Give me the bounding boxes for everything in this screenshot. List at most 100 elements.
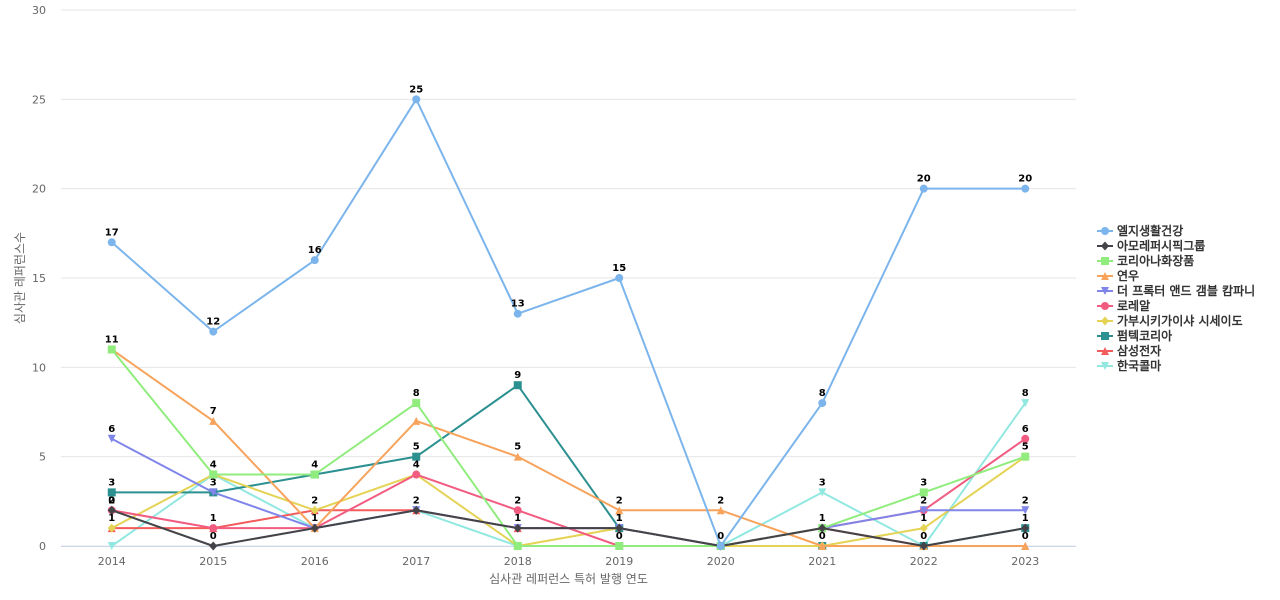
legend-label: 더 프록터 앤드 갬블 캄파니 [1117,283,1255,298]
data-point[interactable] [513,309,522,318]
data-point[interactable] [107,542,116,550]
legend-label: 한국콜마 [1117,358,1161,373]
data-point[interactable] [818,488,827,497]
data-point[interactable] [513,542,522,550]
data-point[interactable] [919,488,928,497]
legend-item[interactable]: 삼성전자 [1097,343,1161,358]
legend-label: 로레알 [1117,298,1150,313]
legend-item[interactable]: 엘지생활건강 [1097,223,1183,238]
legend-item[interactable]: 더 프록터 앤드 갬블 캄파니 [1097,283,1255,298]
data-point[interactable] [107,488,116,497]
legend-item[interactable]: 연우 [1097,268,1139,283]
data-point[interactable] [412,452,421,461]
legend-label: 엘지생활건강 [1117,223,1183,238]
data-point[interactable] [615,506,624,515]
data-point[interactable] [919,541,928,551]
data-point[interactable] [1021,399,1030,408]
data-label: 0 [920,531,927,542]
data-label: 3 [210,477,217,488]
data-point[interactable] [818,399,827,408]
data-point[interactable] [209,488,218,497]
series-line [110,98,1027,547]
data-point[interactable] [209,327,218,336]
data-point[interactable] [209,524,218,533]
series-line [110,348,1027,547]
x-tick-label: 2014 [98,555,126,568]
y-tick-label: 25 [32,93,46,106]
data-point[interactable] [919,184,928,193]
data-point[interactable] [513,523,522,533]
series-line [110,455,1027,547]
data-point[interactable] [1021,452,1030,461]
legend-item[interactable]: 로레알 [1097,298,1150,313]
data-point[interactable] [107,238,116,247]
data-point[interactable] [310,523,319,533]
data-point[interactable] [1021,506,1030,515]
data-point[interactable] [513,381,522,390]
data-point[interactable] [818,523,827,533]
data-label: 20 [1018,174,1032,185]
data-point[interactable] [412,95,421,104]
legend-item[interactable]: 펌텍코리아 [1097,328,1172,343]
data-label: 11 [105,334,119,345]
data-point[interactable] [716,542,725,550]
x-tick-label: 2016 [301,555,329,568]
x-tick-label: 2023 [1011,555,1039,568]
data-label: 1 [1022,513,1029,524]
legend-item[interactable]: 코리아나화장품 [1097,253,1194,268]
data-label: 3 [819,477,826,488]
data-label: 2 [413,495,420,506]
grid-lines [61,9,1076,547]
data-point[interactable] [107,505,116,515]
data-point[interactable] [310,256,319,265]
data-point[interactable] [615,274,624,282]
data-point[interactable] [1021,542,1030,550]
data-label: 4 [413,460,420,471]
data-point[interactable] [107,434,116,443]
data-point[interactable] [310,505,319,515]
legend-item[interactable]: 가부시키가이샤 시세이도 [1097,313,1243,328]
data-label: 8 [1022,388,1029,399]
data-label: 6 [1022,424,1029,435]
legend-item[interactable]: 한국콜마 [1097,358,1161,373]
data-point[interactable] [412,470,421,479]
data-point[interactable] [615,523,624,533]
data-point[interactable] [513,506,522,515]
data-label: 0 [717,531,724,542]
data-point[interactable] [209,416,218,425]
data-point[interactable] [209,541,218,551]
data-point[interactable] [310,470,319,479]
data-label: 0 [616,531,623,542]
data-point[interactable] [513,452,522,461]
data-point[interactable] [615,542,624,550]
x-tick-label: 2020 [707,555,735,568]
series-6 [107,452,1030,551]
data-point[interactable] [919,523,928,533]
y-tick-label: 20 [32,183,46,196]
data-point[interactable] [1021,184,1030,193]
x-tick-label: 2018 [504,555,532,568]
data-point[interactable] [209,470,218,479]
data-point[interactable] [716,506,725,515]
legend-item[interactable]: 아모레퍼시픽그룹 [1097,238,1205,253]
data-point[interactable] [412,399,421,408]
data-point[interactable] [1021,434,1030,443]
legend-marker [1101,302,1109,310]
data-label: 4 [210,460,217,471]
data-point[interactable] [1021,523,1030,533]
legend-marker [1101,362,1109,370]
x-tick-label: 2017 [402,555,430,568]
legend-label: 연우 [1117,268,1139,283]
data-label: 15 [612,263,626,274]
data-point[interactable] [818,542,827,550]
data-label: 2 [717,495,724,506]
data-point[interactable] [412,416,421,425]
series-layer [107,95,1030,551]
data-point[interactable] [919,506,928,515]
data-point[interactable] [107,345,116,354]
data-point[interactable] [107,523,116,533]
data-point[interactable] [412,505,421,515]
legend-label: 아모레퍼시픽그룹 [1117,238,1205,253]
data-label: 5 [1022,442,1029,453]
